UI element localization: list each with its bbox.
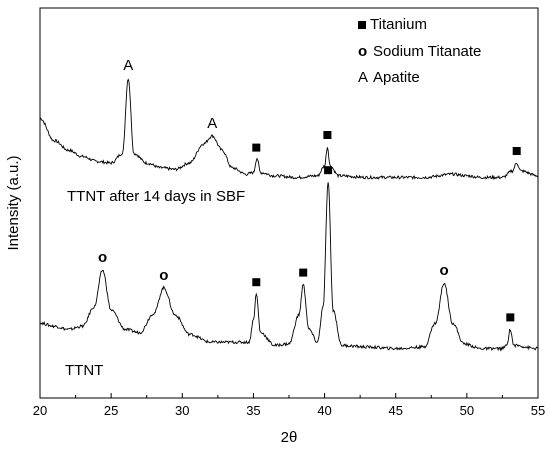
x-tick-label: 40 <box>317 403 331 418</box>
x-axis-ticks: 20 25 30 35 40 45 50 55 <box>33 393 545 418</box>
peak-marker-apatite: A <box>123 57 133 74</box>
peak-markers: A Ao o o <box>98 57 521 322</box>
legend-marker-apatite: A <box>358 69 368 86</box>
legend-label-titanium: Titanium <box>370 16 427 33</box>
x-tick-label: 30 <box>175 403 189 418</box>
peak-marker-apatite: A <box>207 115 217 132</box>
peak-marker-sodium-titanate: o <box>98 249 107 266</box>
series-layer <box>39 78 539 352</box>
series-line-ttnt <box>39 182 539 352</box>
x-tick-label: 50 <box>460 403 474 418</box>
legend-marker-titanium <box>358 21 366 29</box>
peak-marker-titanium <box>324 166 333 175</box>
x-tick-label: 35 <box>246 403 260 418</box>
legend: Titanium o Sodium Titanate A Apatite <box>358 16 481 86</box>
series-label-sbf: TTNT after 14 days in SBF <box>67 188 245 205</box>
legend-label-apatite: Apatite <box>373 69 420 86</box>
x-tick-label: 25 <box>104 403 118 418</box>
peak-marker-titanium <box>506 313 515 322</box>
series-line-ttnt-sbf <box>39 78 539 181</box>
peak-marker-sodium-titanate: o <box>159 267 168 284</box>
legend-label-sodium-titanate: Sodium Titanate <box>373 43 481 60</box>
legend-marker-sodium-titanate: o <box>358 43 367 60</box>
x-tick-label: 45 <box>388 403 402 418</box>
peak-marker-titanium <box>512 147 521 155</box>
peak-marker-titanium <box>252 278 261 287</box>
x-axis-title: 2θ <box>281 429 298 446</box>
x-tick-label: 55 <box>531 403 545 418</box>
y-axis-title: Intensity (a.u.) <box>5 155 22 250</box>
peak-marker-titanium <box>299 268 308 277</box>
peak-marker-titanium <box>323 131 332 139</box>
x-tick-label: 20 <box>33 403 47 418</box>
peak-marker-titanium <box>252 143 261 152</box>
peak-marker-sodium-titanate: o <box>440 262 449 279</box>
series-label-ttnt: TTNT <box>65 362 103 379</box>
